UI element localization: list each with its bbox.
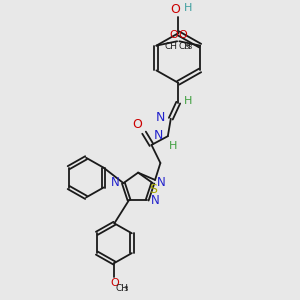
Text: 3: 3 <box>185 44 189 50</box>
Text: CH: CH <box>178 42 192 51</box>
Text: H: H <box>184 96 192 106</box>
Text: S: S <box>149 183 157 196</box>
Text: O: O <box>169 29 178 40</box>
Text: CH: CH <box>115 284 128 293</box>
Text: H: H <box>184 3 192 13</box>
Text: N: N <box>156 111 166 124</box>
Text: O: O <box>132 118 142 131</box>
Text: O: O <box>170 3 180 16</box>
Text: O: O <box>110 278 119 288</box>
Text: N: N <box>151 194 160 207</box>
Text: 3: 3 <box>187 44 191 50</box>
Text: N: N <box>157 176 165 189</box>
Text: CH: CH <box>165 42 178 51</box>
Text: H: H <box>169 141 177 152</box>
Text: N: N <box>154 129 163 142</box>
Text: O: O <box>178 29 188 40</box>
Text: 3: 3 <box>124 286 128 292</box>
Text: N: N <box>111 176 119 189</box>
